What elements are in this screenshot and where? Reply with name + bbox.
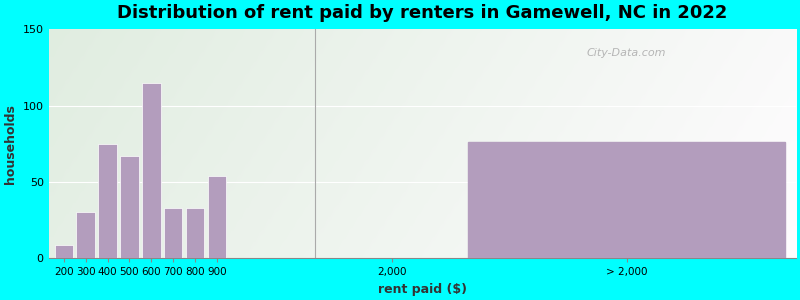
Bar: [468, 142, 785, 258]
X-axis label: rent paid ($): rent paid ($): [378, 283, 466, 296]
Bar: [142, 83, 161, 258]
Bar: [207, 176, 226, 258]
Bar: [98, 144, 117, 258]
Bar: [186, 208, 204, 258]
Y-axis label: households: households: [4, 104, 17, 184]
Title: Distribution of rent paid by renters in Gamewell, NC in 2022: Distribution of rent paid by renters in …: [117, 4, 727, 22]
Text: City-Data.com: City-Data.com: [586, 48, 666, 58]
Bar: [164, 208, 182, 258]
Bar: [77, 212, 95, 258]
Bar: [54, 244, 73, 258]
Bar: [120, 156, 138, 258]
